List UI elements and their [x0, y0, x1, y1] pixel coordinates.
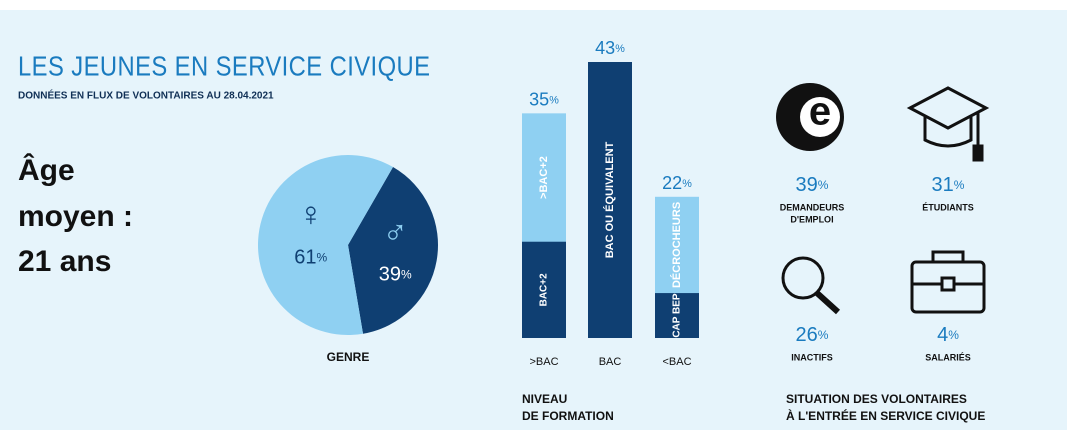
value: 26	[796, 324, 818, 346]
icon-briefcase	[910, 250, 986, 314]
bar-value: 35%	[529, 89, 559, 109]
value: 39	[796, 174, 818, 196]
situation-value: 4%	[937, 324, 959, 346]
unit: %	[615, 43, 625, 55]
situation-label: DEMANDEURS	[780, 202, 845, 212]
x-tick-label: BAC	[599, 356, 622, 368]
situation-label: D'EMPLOI	[790, 214, 833, 224]
bar-value: 43%	[595, 38, 625, 58]
bar-inner-label: DÉCROCHEURS	[670, 202, 683, 288]
situation-value: 31%	[932, 174, 965, 196]
pie-title: GENRE	[327, 350, 370, 364]
value: 22	[662, 173, 682, 193]
icon-e: e	[776, 83, 844, 151]
situation-value: 39%	[796, 174, 829, 196]
situation-title: À L'ENTRÉE EN SERVICE CIVIQUE	[786, 408, 985, 423]
x-tick-label: <BAC	[662, 356, 691, 368]
x-tick-label: >BAC	[529, 356, 558, 368]
value: 43	[595, 38, 615, 58]
situation-title: SITUATION DES VOLONTAIRES	[786, 392, 967, 406]
pie-label: 61%	[294, 247, 327, 269]
age-line: moyen :	[18, 200, 133, 233]
subtitle: DONNÉES EN FLUX DE VOLONTAIRES AU 28.04.…	[18, 89, 274, 102]
bar-title: NIVEAU	[522, 392, 567, 406]
unit: %	[818, 178, 829, 192]
bar-lower	[588, 62, 632, 338]
title: LES JEUNES EN SERVICE CIVIQUE	[18, 50, 430, 82]
situation-label: INACTIFS	[791, 352, 833, 362]
bar-inner-label: BAC+2	[539, 273, 550, 307]
bar-title: DE FORMATION	[522, 409, 614, 423]
pie-slice	[348, 167, 439, 334]
age-line: Âge	[18, 153, 75, 187]
age-line: 21 ans	[18, 245, 111, 278]
bar-inner-label: CAP BEP	[672, 293, 683, 338]
bar-lower	[522, 241, 566, 338]
value: 4	[937, 324, 948, 346]
bar-value: 22%	[662, 173, 692, 193]
unit: %	[317, 251, 328, 265]
value: 61	[294, 247, 316, 269]
situation-value: 26%	[796, 324, 829, 346]
unit: %	[401, 268, 412, 282]
unit: %	[948, 328, 959, 342]
icon-magnifier	[781, 256, 841, 315]
bar-inner-label: >BAC+2	[538, 156, 550, 199]
unit: %	[954, 178, 965, 192]
unit: %	[682, 178, 692, 190]
icon-cap	[906, 86, 990, 162]
pie-label: 39%	[379, 264, 412, 286]
pie-symbol: ♂	[382, 212, 408, 250]
value: 35	[529, 89, 549, 109]
situation-label: ÉTUDIANTS	[922, 202, 974, 212]
value: 31	[932, 174, 954, 196]
svg-text:e: e	[809, 90, 831, 134]
situation-label: SALARIÉS	[925, 352, 971, 362]
bar-lower	[655, 293, 699, 338]
bar-inner-label: BAC OU ÉQUIVALENT	[603, 141, 616, 258]
unit: %	[549, 94, 559, 106]
unit: %	[818, 328, 829, 342]
value: 39	[379, 264, 401, 286]
pie-symbol: ♀	[298, 195, 324, 233]
pie-slice	[258, 155, 393, 335]
